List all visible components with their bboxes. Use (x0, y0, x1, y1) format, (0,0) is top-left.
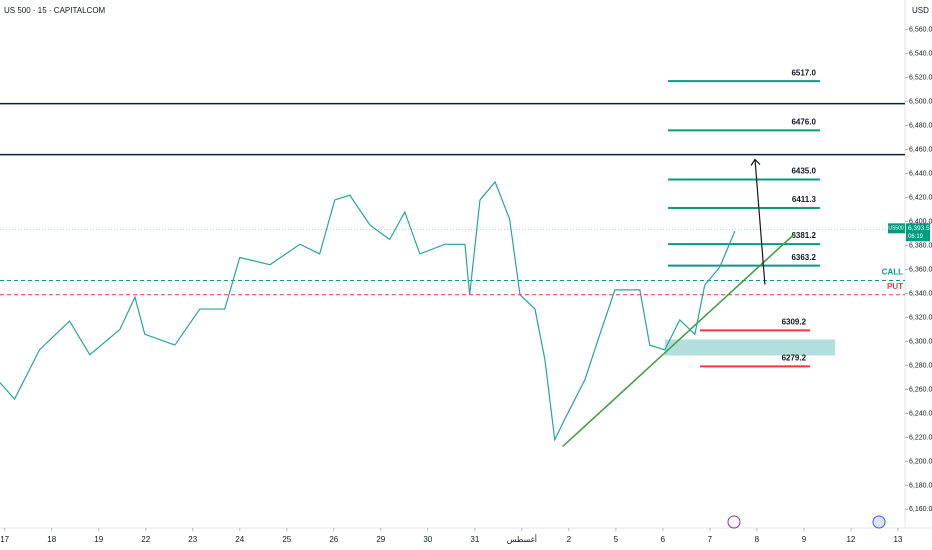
price-line (0, 180, 736, 442)
y-tick-label: 6,160.0 (909, 506, 932, 513)
x-tick-label: 24 (235, 535, 244, 544)
x-tick-label: 26 (329, 535, 338, 544)
x-tick-label: 5 (614, 535, 619, 544)
x-tick-label: 19 (94, 535, 103, 544)
level-label: 6279.2 (782, 354, 807, 363)
y-tick-label: 6,500.0 (909, 98, 932, 105)
y-tick-label: 6,240.0 (909, 410, 932, 417)
y-tick-label: 6,340.0 (909, 290, 932, 297)
y-tick-label: 6,480.0 (909, 122, 932, 129)
x-tick-label: 23 (188, 535, 197, 544)
y-tick-label: 6,360.0 (909, 266, 932, 273)
chart-title: US 500 · 15 · CAPITALCOM (4, 6, 106, 15)
level-label: 6476.0 (791, 117, 816, 126)
signal-label: CALL (882, 268, 903, 277)
signal-label: PUT (887, 282, 903, 291)
zone (664, 339, 835, 356)
arrow-head (750, 158, 761, 166)
x-tick-label: 13 (893, 535, 902, 544)
x-tick-label: 12 (846, 535, 855, 544)
x-tick-label: 29 (376, 535, 385, 544)
price-tag-symbol: US500 (888, 226, 904, 232)
y-tick-label: 6,380.0 (909, 242, 932, 249)
x-tick-label: 30 (423, 535, 432, 544)
y-tick-label: 6,260.0 (909, 386, 932, 393)
x-tick-label: 31 (470, 535, 479, 544)
y-unit: USD (912, 6, 929, 15)
x-tick-label: 22 (141, 535, 150, 544)
x-tick-label: 2 (567, 535, 572, 544)
y-tick-label: 6,400.0 (909, 218, 932, 225)
y-tick-label: 6,440.0 (909, 170, 932, 177)
y-tick-label: 6,300.0 (909, 338, 932, 345)
price-box-timer: 06:19 (908, 234, 924, 240)
price-tag (888, 223, 905, 234)
event-icon[interactable] (727, 515, 741, 529)
trend-line (562, 232, 796, 448)
arrow-line (754, 159, 766, 285)
x-tick-label: 25 (282, 535, 291, 544)
y-tick-label: 6,520.0 (909, 74, 932, 81)
level-label: 6517.0 (791, 68, 816, 77)
y-tick-label: 6,320.0 (909, 314, 932, 321)
x-tick-label: 7 (708, 535, 713, 544)
flag-icon[interactable] (872, 515, 886, 529)
price-box-value: 6,393.5 (908, 225, 930, 232)
level-label: 6309.2 (782, 318, 807, 327)
x-tick-label: أغسطس (507, 533, 537, 544)
y-tick-label: 6,180.0 (909, 482, 932, 489)
y-tick-label: 6,420.0 (909, 194, 932, 201)
y-tick-label: 6,540.0 (909, 50, 932, 57)
y-tick-label: 6,560.0 (909, 26, 932, 33)
level-label: 6435.0 (791, 167, 816, 176)
x-tick-label: 17 (0, 535, 9, 544)
x-tick-label: 8 (755, 535, 760, 544)
level-label: 6411.3 (792, 195, 817, 204)
level-label: 6381.2 (791, 231, 816, 240)
y-tick-label: 6,280.0 (909, 362, 932, 369)
y-tick-label: 6,220.0 (909, 434, 932, 441)
x-tick-label: 9 (802, 535, 807, 544)
x-tick-label: 6 (661, 535, 666, 544)
y-tick-label: 6,460.0 (909, 146, 932, 153)
y-tick-label: 6,200.0 (909, 458, 932, 465)
x-tick-label: 18 (47, 535, 56, 544)
price-box (906, 223, 930, 242)
level-label: 6363.2 (791, 253, 816, 262)
